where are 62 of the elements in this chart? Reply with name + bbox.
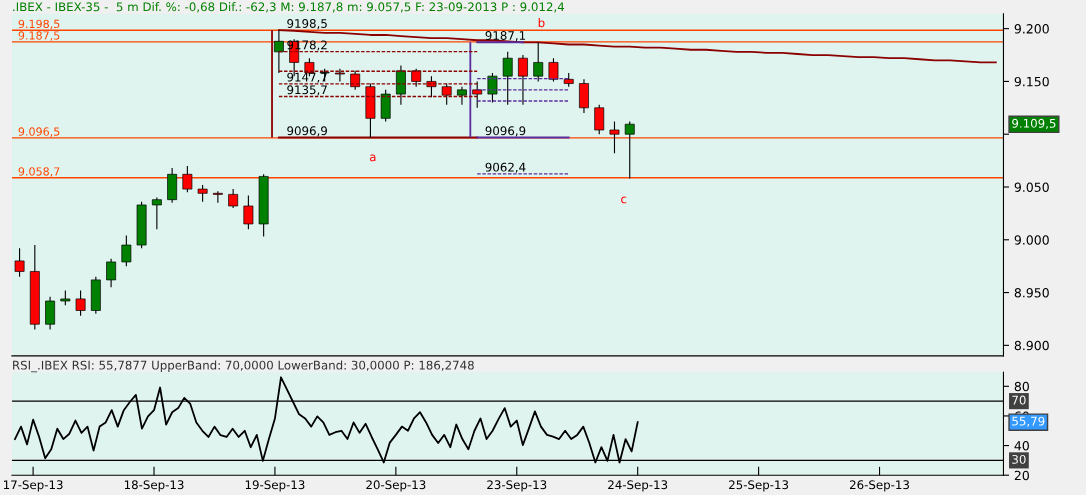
candlestick (609, 120, 620, 154)
x-tick-label: 25-Sep-13 (729, 480, 789, 492)
y-tick-label: 80 (1014, 381, 1029, 392)
x-tick-label: 19-Sep-13 (245, 480, 305, 492)
candlestick (14, 247, 25, 278)
candlestick (624, 120, 635, 180)
y-tick-label: 9.200 (1014, 24, 1049, 34)
chart-title: .IBEX - IBEX-35 - 5 m Dif. %: -0,68 Dif.: -62,3 M: 9.187,8 m: 9.057,5 F: 23-09-2013 P : 9.012,4 (13, 2, 565, 13)
candlestick (548, 57, 559, 82)
text: 9.109,5 (1012, 118, 1056, 129)
data-label: 9096,9 (287, 126, 327, 137)
ref-line-label: 9.096,5 (18, 127, 60, 137)
data-label: 9062,4 (485, 162, 526, 173)
annotation: c (621, 196, 627, 204)
text: 55,79 (1012, 416, 1045, 427)
ref-line-label: 70 (1012, 395, 1026, 405)
candlestick (487, 72, 498, 104)
candlestick (594, 104, 605, 135)
candlestick (396, 65, 406, 106)
candlestick (106, 258, 117, 288)
ref-line-label: 9.198,5 (18, 19, 60, 30)
y-tick-label: 9.050 (1014, 182, 1049, 192)
candlestick (273, 29, 284, 74)
candlestick (212, 190, 223, 204)
candlestick (350, 70, 361, 91)
y-tick-label: 40 (1014, 441, 1029, 451)
candlestick (334, 68, 345, 82)
candlestick (502, 51, 513, 106)
candlestick (243, 194, 254, 230)
annotation: a (369, 154, 376, 162)
data-label: 9187,1 (485, 31, 526, 42)
line-series (277, 29, 997, 64)
ref-line-label: 9.187,5 (18, 31, 60, 41)
data-label: 9198,5 (287, 19, 327, 30)
y-tick-label: 20 (1014, 470, 1029, 481)
y-tick-label: 8.950 (1014, 288, 1049, 298)
x-tick-label: 24-Sep-13 (608, 480, 668, 492)
y-tick-label: 8.900 (1014, 340, 1049, 351)
candlestick (151, 196, 162, 230)
chart-title: RSI_.IBEX RSI: 55,7877 UpperBand: 70,0000 LowerBand: 30,0000 P: 186,2748 (13, 360, 474, 373)
candlestick (472, 80, 483, 109)
candlestick (75, 289, 86, 317)
x-tick-label: 23-Sep-13 (487, 480, 547, 492)
candlestick (182, 165, 193, 193)
x-tick-label: 18-Sep-13 (124, 480, 184, 492)
candlestick (121, 235, 132, 267)
x-tick-label: 20-Sep-13 (366, 480, 426, 492)
candlestick (441, 82, 452, 106)
candlestick (518, 54, 528, 106)
candlestick (228, 188, 239, 209)
y-tick-label: 9.150 (1014, 76, 1049, 87)
annotation: b (538, 18, 545, 28)
ref-line-label: 30 (1012, 454, 1026, 464)
ref-line-label: 9.058,7 (18, 167, 60, 177)
y-tick-label: 9.000 (1014, 235, 1049, 245)
data-label: 9135,7 (287, 85, 327, 96)
candlestick (533, 41, 544, 82)
candlestick (45, 296, 56, 331)
x-tick-label: 26-Sep-13 (849, 480, 909, 492)
x-tick-label: 17-Sep-13 (3, 480, 63, 492)
candlestick (457, 86, 467, 106)
data-label: 9096,9 (485, 126, 526, 137)
